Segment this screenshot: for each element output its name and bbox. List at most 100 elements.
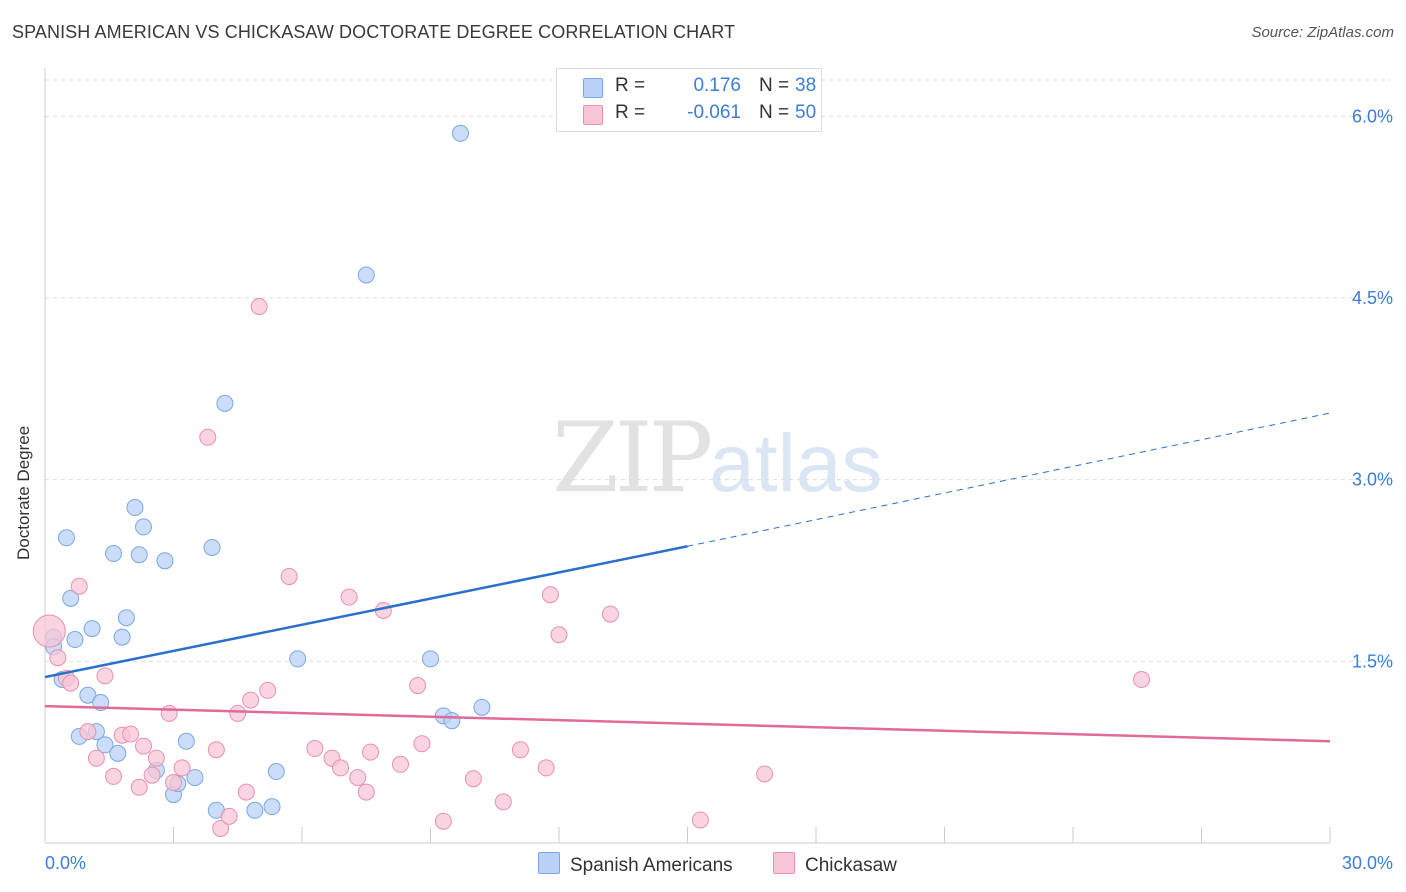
spanish-americans-point <box>79 686 97 704</box>
spanish-americans-point <box>216 394 234 412</box>
spanish-americans-point <box>443 712 461 730</box>
chickasaw-point <box>212 819 230 837</box>
chickasaw-point <box>494 793 512 811</box>
legend-n-value: 38 <box>795 75 817 96</box>
chickasaw-point <box>147 749 165 767</box>
spanish-americans-point <box>473 698 491 716</box>
chickasaw-point <box>105 767 123 785</box>
chickasaw-point <box>601 605 619 623</box>
chickasaw-point <box>160 704 178 722</box>
chart-title: SPANISH AMERICAN VS CHICKASAW DOCTORATE … <box>12 22 736 42</box>
chickasaw-point <box>237 783 255 801</box>
chickasaw-point <box>691 811 709 829</box>
chickasaw-point <box>756 765 774 783</box>
spanish-americans-point <box>66 631 84 649</box>
chickasaw-point <box>464 770 482 788</box>
spanish-americans-point <box>57 529 75 547</box>
chickasaw-point <box>392 755 410 773</box>
watermark: ZIPatlas <box>552 402 882 514</box>
chickasaw-point <box>70 577 88 595</box>
chickasaw-point <box>280 568 298 586</box>
chickasaw-point <box>49 649 67 667</box>
bottom-legend-swatch-pink <box>773 852 795 874</box>
spanish-americans-point <box>109 744 127 762</box>
chickasaw-point <box>332 759 350 777</box>
bottom-legend-label: Chickasaw <box>805 855 897 876</box>
chickasaw-point <box>220 807 238 825</box>
spanish-americans-point <box>177 732 195 750</box>
watermark-atlas: atlas <box>709 418 883 509</box>
spanish-americans-point <box>126 499 144 517</box>
spanish-americans-point <box>105 545 123 563</box>
y-tick-label: 1.5% <box>1352 651 1393 671</box>
chickasaw-point <box>87 749 105 767</box>
chickasaw-point <box>541 586 559 604</box>
chickasaw-point <box>550 626 568 644</box>
chickasaw-point <box>135 737 153 755</box>
chickasaw-point <box>259 681 277 699</box>
chickasaw-point <box>242 691 260 709</box>
spanish-americans-point <box>267 763 285 781</box>
chickasaw-point <box>122 725 140 743</box>
legend-n-value: 50 <box>795 102 817 123</box>
watermark-zip: ZIP <box>552 402 713 514</box>
bottom-legend-swatch-blue <box>538 852 560 874</box>
chickasaw-point <box>1133 671 1151 688</box>
legend-swatch-blue <box>583 78 603 98</box>
spanish-americans-point <box>62 589 80 607</box>
chickasaw-point <box>250 297 268 315</box>
chickasaw-point <box>62 674 80 692</box>
spanish-americans-point <box>186 769 204 787</box>
chickasaw-point <box>434 812 452 830</box>
spanish-americans-point <box>113 628 131 646</box>
source-credit: Source: ZipAtlas.com <box>1251 24 1394 41</box>
correlation-legend: R = 0.176 N = 38 R = -0.061 N = 50 <box>556 68 822 132</box>
spanish-americans-point <box>357 266 375 284</box>
chickasaw-point <box>173 759 191 777</box>
chickasaw-point <box>511 741 529 759</box>
spanish-americans-point <box>422 650 439 668</box>
chickasaw-point <box>357 783 375 801</box>
legend-n-label: N = <box>759 75 790 96</box>
chickasaw-point <box>340 588 358 606</box>
spanish-americans-point <box>117 609 135 627</box>
y-tick-label: 3.0% <box>1352 470 1393 490</box>
chickasaw-point <box>165 773 182 791</box>
chickasaw-point <box>362 743 380 761</box>
chickasaw-point <box>409 677 427 695</box>
legend-r-value: 0.176 <box>693 75 741 96</box>
chickasaw-point <box>537 759 555 777</box>
spanish-americans-point <box>263 798 281 816</box>
chickasaw-point <box>207 741 225 759</box>
chickasaw-point <box>349 769 367 787</box>
spanish-americans-point <box>203 538 221 556</box>
y-tick-label: 6.0% <box>1352 106 1393 126</box>
y-tick-label: 4.5% <box>1352 288 1393 308</box>
legend-swatch-pink <box>583 105 603 125</box>
bottom-legend-spanish-americans: Spanish Americans <box>538 852 733 877</box>
chickasaw-point <box>229 704 247 722</box>
legend-r-label: R = <box>615 102 646 123</box>
spanish-americans-point <box>156 552 174 570</box>
chickasaw-point <box>96 667 114 685</box>
spanish-americans-point <box>289 650 307 668</box>
chickasaw-trendline <box>44 704 1331 743</box>
bottom-legend-label: Spanish Americans <box>570 855 733 876</box>
chickasaw-point <box>130 778 148 796</box>
legend-r-value: -0.061 <box>687 102 741 123</box>
spanish-americans-point <box>96 736 114 754</box>
x-tick-label: 0.0% <box>45 853 86 873</box>
chickasaw-point <box>79 723 97 741</box>
legend-r-label: R = <box>615 75 646 96</box>
chickasaw-point <box>413 735 431 753</box>
bottom-legend-chickasaw: Chickasaw <box>773 852 897 877</box>
spanish-americans-point <box>130 546 148 564</box>
spanish-americans-point <box>246 801 264 819</box>
chickasaw-point <box>143 766 161 784</box>
spanish-americans-point <box>83 620 101 638</box>
spanish-americans-trendline <box>44 545 688 679</box>
spanish-americans-point <box>135 518 153 536</box>
chickasaw-point <box>306 740 324 758</box>
legend-n-label: N = <box>759 102 790 123</box>
